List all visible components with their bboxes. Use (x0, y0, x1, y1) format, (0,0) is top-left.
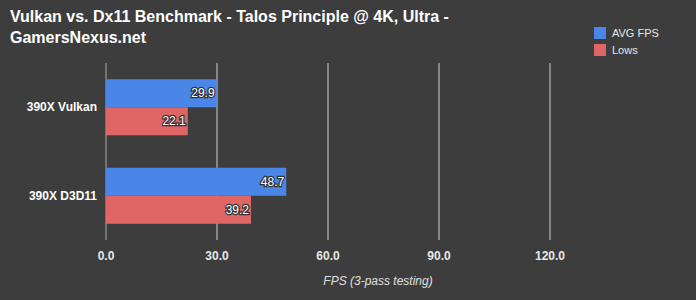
legend-swatch (594, 44, 606, 56)
plot-svg: 0.0 30.0 60.0 90.0 120.0 FPS (3-pass testing)… (0, 0, 696, 300)
bar (106, 168, 286, 196)
bars (106, 79, 286, 224)
data-label: 48.7 (261, 175, 285, 189)
title: Vulkan vs. Dx11 Benchmark - Talos Princi… (10, 6, 550, 48)
legend-swatch (594, 27, 606, 39)
data-labels: 29.9 22.1 48.7 39.2 (162, 86, 284, 217)
bar (106, 79, 217, 107)
legend: AVG FPS Lows (594, 27, 659, 56)
bar (106, 196, 251, 224)
category-label: 390X D3D11 (29, 189, 97, 203)
x-axis-line (106, 240, 550, 241)
chart: Vulkan vs. Dx11 Benchmark - Talos Princi… (0, 0, 696, 300)
bar (106, 107, 188, 135)
tick-label: 60.0 (316, 249, 340, 263)
data-label: 29.9 (191, 86, 215, 100)
grid (106, 63, 550, 240)
tick-label: 90.0 (427, 249, 451, 263)
legend-label: Lows (612, 44, 638, 56)
x-axis-label: FPS (3-pass testing) (323, 274, 432, 288)
tick-label: 120.0 (535, 249, 565, 263)
data-label: 39.2 (226, 203, 250, 217)
tick-label: 30.0 (205, 249, 229, 263)
grid-line (439, 63, 440, 240)
category-label: 390X Vulkan (27, 100, 97, 114)
tick-label: 0.0 (98, 249, 115, 263)
legend-label: AVG FPS (612, 27, 659, 39)
grid-line (328, 63, 329, 240)
data-label: 22.1 (162, 114, 186, 128)
grid-line (550, 63, 551, 240)
